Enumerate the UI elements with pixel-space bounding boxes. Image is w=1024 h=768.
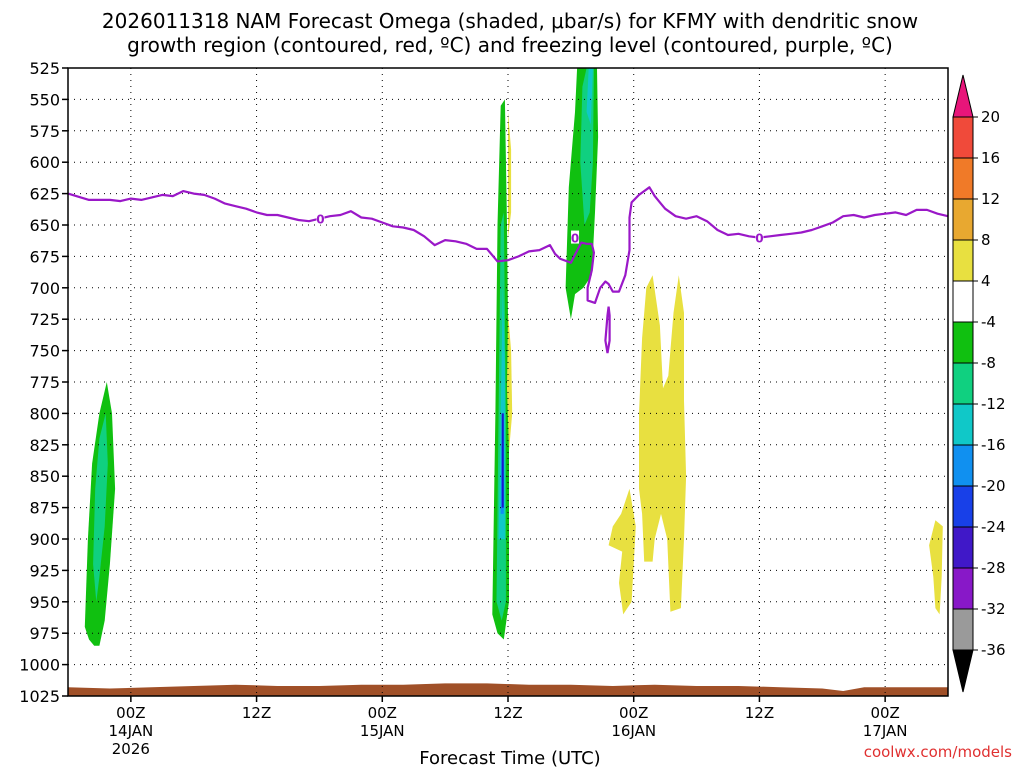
omega-region-g1c [93,413,108,602]
x-tick-label: 12Z [493,704,522,722]
y-tick-label: 700 [29,279,60,298]
colorbar-label: 8 [981,231,991,249]
colorbar-label: -20 [981,477,1006,495]
colorbar-segment [952,567,974,610]
omega-region-y3 [608,488,636,615]
colorbar-bottom-arrow [952,649,974,693]
y-tick-label: 975 [29,624,60,643]
chart-title-line2: growth region (contoured, red, ºC) and f… [127,33,893,57]
y-tick-label: 525 [29,59,60,78]
colorbar-label: -24 [981,518,1006,536]
colorbar-label: -36 [981,641,1006,659]
colorbar-segment [952,198,974,241]
colorbar-label: 16 [981,149,1000,167]
y-tick-label: 850 [29,467,60,486]
colorbar-segment [952,116,974,159]
y-tick-label: 875 [29,499,60,518]
colorbar-label: -16 [981,436,1006,454]
y-tick-label: 825 [29,436,60,455]
freezing-level-label: 0 [755,232,763,246]
colorbar-label: 20 [981,108,1000,126]
colorbar-label: -12 [981,395,1006,413]
colorbar-top-arrow [952,74,974,118]
y-tick-label: 750 [29,342,60,361]
x-tick-year: 2026 [112,740,150,758]
colorbar-segment [952,403,974,446]
colorbar-label: -4 [981,313,996,331]
credit-text: coolwx.com/models [864,743,1012,761]
terrain-fill [68,683,948,696]
freezing-level-label-bg [755,230,764,244]
y-tick-label: 925 [29,561,60,580]
y-tick-label: 1025 [19,687,60,706]
y-tick-label: 950 [29,593,60,612]
x-tick-label: 12Z [242,704,271,722]
colorbar-segment [952,608,974,651]
x-tick-label: 00Z [870,704,899,722]
colorbar-segment [952,239,974,282]
colorbar-label: -28 [981,559,1006,577]
x-tick-date: 16JAN [611,722,656,740]
y-tick-label: 1000 [19,656,60,675]
colorbar-segment [952,526,974,569]
contours: 0 0 0 [67,186,949,508]
omega-region-g3cy [586,68,593,125]
omega-shading [84,68,943,646]
x-axis-label: Forecast Time (UTC) [419,748,600,768]
freezing-level-label: 0 [316,213,324,227]
freezing-level-label-bg [316,211,325,225]
freezing-level-label: 0 [571,232,579,246]
colorbar-segment [952,444,974,487]
omega-region-y5 [929,520,943,615]
x-tick-date: 14JAN [108,722,153,740]
x-tick-date: 17JAN [863,722,908,740]
x-tick-label: 00Z [619,704,648,722]
freezing-level-loop [604,306,611,354]
colorbar-segment [952,362,974,405]
colorbar-label: 4 [981,272,991,290]
y-tick-label: 675 [29,247,60,266]
y-tick-label: 775 [29,373,60,392]
y-tick-label: 625 [29,185,60,204]
x-tick-date: 15JAN [360,722,405,740]
y-tick-label: 725 [29,310,60,329]
colorbar-label: -8 [981,354,996,372]
y-axis: 525 550 575 600 625 650 675 700 725 750 775 800 825 8… [19,59,68,706]
colorbar-label: 12 [981,190,1000,208]
freezing-level-line [67,186,949,304]
colorbar-segment [952,157,974,200]
x-tick-label: 00Z [116,704,145,722]
x-tick-label: 12Z [745,704,774,722]
omega-region-y4 [639,275,687,612]
omega-region-y1 [508,112,512,238]
x-tick-label: 00Z [368,704,397,722]
colorbar-segment [952,321,974,364]
chart-title-line1: 2026011318 NAM Forecast Omega (shaded, μ… [102,9,918,33]
y-tick-label: 575 [29,122,60,141]
colorbar-segment [952,485,974,528]
colorbar: 20 16 12 8 4 -4 -8 -12 -16 -20 -24 -28 -32 -36 [952,74,1006,693]
plot-area: 0 0 0 [67,67,949,697]
y-tick-label: 800 [29,404,60,423]
terrain-area [68,683,948,696]
colorbar-segment [952,280,974,323]
y-tick-label: 600 [29,153,60,172]
y-tick-label: 900 [29,530,60,549]
y-tick-label: 550 [29,90,60,109]
colorbar-label: -32 [981,600,1006,618]
y-tick-label: 650 [29,216,60,235]
freezing-level-label-bg [571,230,580,244]
